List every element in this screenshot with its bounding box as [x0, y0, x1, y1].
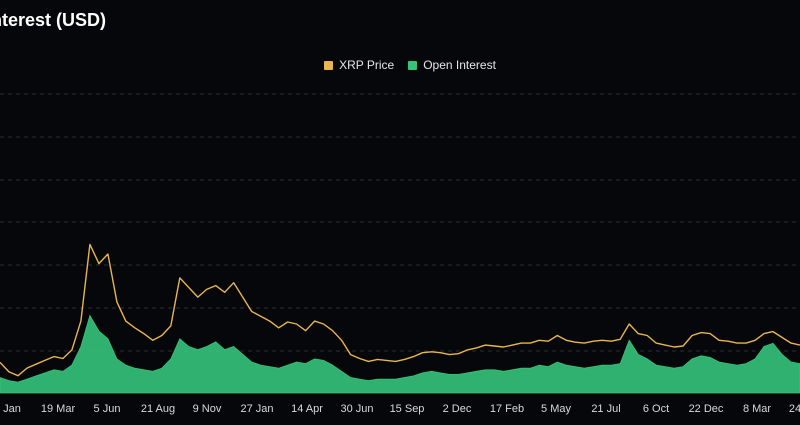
series-xrp-price-line[interactable] — [0, 243, 800, 377]
x-tick-label: 21 Jul — [591, 403, 620, 415]
series-open-interest-area[interactable] — [0, 314, 800, 394]
x-tick-label: Jan — [3, 403, 21, 415]
x-tick-label: 22 Dec — [689, 403, 724, 415]
x-tick-label: 14 Apr — [291, 403, 323, 415]
chart-title: Interest (USD) — [0, 10, 107, 30]
legend-label-price: XRP Price — [339, 58, 395, 72]
x-tick-label: 6 Oct — [643, 403, 669, 415]
x-tick-label: 9 Nov — [193, 403, 222, 415]
x-tick-label: 2 Dec — [443, 403, 472, 415]
x-tick-label: 5 May — [541, 403, 571, 415]
legend-swatch-open-interest — [408, 60, 418, 70]
legend-item-price[interactable]: XRP Price — [324, 58, 394, 72]
legend-item-open-interest[interactable]: Open Interest — [408, 58, 496, 72]
chart-legend: XRP Price Open Interest — [0, 58, 800, 72]
x-tick-label: 24 — [789, 403, 800, 415]
legend-label-open-interest: Open Interest — [423, 58, 496, 72]
x-tick-label: 15 Sep — [390, 403, 425, 415]
x-tick-label: 5 Jun — [94, 403, 121, 415]
legend-swatch-price — [324, 60, 334, 70]
x-tick-label: 17 Feb — [490, 403, 524, 415]
x-tick-label: 21 Aug — [141, 403, 175, 415]
x-tick-label: 8 Mar — [743, 403, 771, 415]
x-tick-label: 30 Jun — [340, 403, 373, 415]
x-tick-label: 19 Mar — [41, 403, 76, 415]
x-tick-label: 27 Jan — [240, 403, 273, 415]
